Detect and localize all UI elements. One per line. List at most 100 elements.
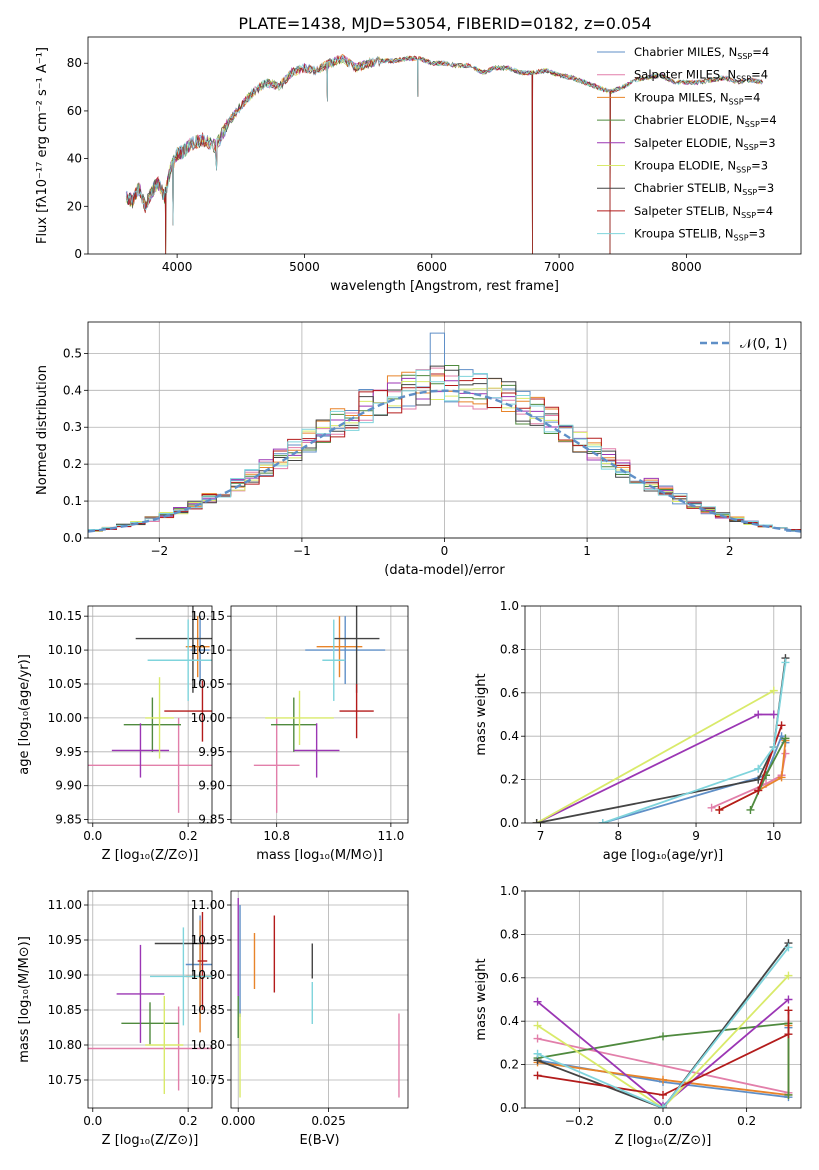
- y-tick-label: 0.0: [500, 1101, 519, 1115]
- x-axis-label: Z [log₁₀(Z/Z⊙)]: [615, 1133, 712, 1148]
- y-tick-label: 10.95: [191, 933, 225, 947]
- x-tick-label: 0.000: [221, 1114, 255, 1128]
- plot-area: [88, 908, 212, 1094]
- series-marker: [533, 1021, 542, 1030]
- y-tick-label: 9.90: [198, 779, 225, 793]
- series-marker: [784, 943, 793, 952]
- y-tick-label: 0.1: [63, 494, 82, 508]
- x-tick-label: 0: [441, 544, 449, 558]
- legend-label: Chabrier STELIB, NSSP=3: [634, 181, 774, 197]
- series-line: [602, 734, 787, 823]
- spectrum-line: [125, 53, 763, 254]
- y-tick-label: 0.2: [500, 773, 519, 787]
- series-marker: [532, 819, 541, 823]
- x-axis-label: E(B-V): [299, 1133, 339, 1148]
- series-line: [602, 662, 787, 823]
- x-axis-label: wavelength [Angstrom, rest frame]: [330, 279, 559, 294]
- y-tick-label: 9.90: [55, 779, 82, 793]
- y-tick-label: 10.10: [191, 643, 225, 657]
- x-axis-label: Z [log₁₀(Z/Z⊙)]: [102, 848, 199, 863]
- y-tick-label: 10.90: [191, 968, 225, 982]
- y-tick-label: 0.4: [500, 729, 519, 743]
- spectrum-line: [126, 55, 764, 254]
- normal-curve: [88, 389, 801, 533]
- x-tick-label: 0.2: [179, 1114, 198, 1128]
- series-marker: [769, 686, 778, 695]
- axes-frame: [230, 605, 409, 824]
- series-marker: [777, 721, 786, 730]
- y-tick-label: 10.75: [48, 1073, 82, 1087]
- y-tick-label: 9.95: [198, 745, 225, 759]
- x-tick-label: 0.0: [83, 1114, 102, 1128]
- series-line: [537, 974, 790, 1108]
- y-tick-label: 10.85: [191, 1003, 225, 1017]
- series-marker: [781, 749, 790, 758]
- series-marker: [769, 710, 778, 719]
- y-tick-label: 11.00: [48, 898, 82, 912]
- x-tick-label: 7000: [544, 260, 575, 274]
- axes-frame: [524, 605, 802, 824]
- y-tick-label: 1.0: [500, 599, 519, 613]
- axes-frame: [524, 890, 802, 1109]
- series-marker: [784, 971, 793, 980]
- legend-label: Kroupa MILES, NSSP=4: [634, 90, 760, 106]
- y-axis-label: mass weight: [474, 958, 489, 1040]
- series-marker: [746, 805, 755, 814]
- axes-frame: [87, 890, 213, 1109]
- x-tick-label: 0.0: [653, 1114, 672, 1128]
- series-marker: [781, 658, 790, 667]
- y-tick-label: 9.95: [55, 745, 82, 759]
- y-tick-label: 10.75: [191, 1073, 225, 1087]
- series-line: [537, 946, 790, 1108]
- series-marker: [754, 764, 763, 773]
- y-axis-label: mass [log₁₀(M/M⊙)]: [17, 936, 32, 1063]
- x-tick-label: 2: [726, 544, 734, 558]
- y-tick-label: 0.8: [500, 642, 519, 656]
- y-tick-label: 0.5: [63, 346, 82, 360]
- figure-title: PLATE=1438, MJD=53054, FIBERID=0182, z=0…: [238, 14, 651, 33]
- panel-age-vs-Z: 0.0 0.2 9.85 9.90 9.95 10.00 10.05 10.10 10.15 Z …: [17, 605, 213, 863]
- plot-area: [532, 654, 790, 823]
- y-tick-label: 10.15: [191, 609, 225, 623]
- y-tick-label: 80: [67, 56, 82, 70]
- y-tick-label: 10.05: [191, 677, 225, 691]
- y-axis-label: age [log₁₀(age/yr)]: [17, 654, 32, 775]
- y-tick-label: 9.85: [198, 813, 225, 827]
- x-tick-label: −2: [150, 544, 168, 558]
- histogram-step: [88, 373, 801, 531]
- y-tick-label: 60: [67, 104, 82, 118]
- series-marker: [659, 1032, 667, 1041]
- panel-residuals: −2 −1 0 1 2 0.0 0.1 0.2 0.3 0.4 0.5 (data-model)/er…: [35, 321, 802, 578]
- x-tick-label: 0.2: [179, 829, 198, 843]
- panel-age-vs-mass: 10.8 11.0 9.85 9.90 9.95 10.00 10.05 10.10 10.15…: [191, 605, 409, 863]
- legend-label: 𝒩(0, 1): [740, 337, 787, 352]
- series-marker: [754, 775, 763, 784]
- spectrum-line: [125, 55, 763, 226]
- y-tick-label: 10.80: [48, 1038, 82, 1052]
- y-tick-label: 40: [67, 152, 82, 166]
- series-marker: [533, 1049, 542, 1058]
- x-tick-label: 9: [692, 829, 700, 843]
- plot-area: [125, 53, 764, 254]
- y-tick-label: 1.0: [500, 884, 519, 898]
- series-line: [537, 942, 790, 1108]
- panel-spectrum: 4000 5000 6000 7000 8000 0 20 40 60 80 wavelength …: [35, 36, 802, 294]
- y-tick-label: 0.2: [500, 1058, 519, 1072]
- series-line: [749, 737, 787, 811]
- x-tick-label: 8000: [671, 260, 702, 274]
- x-tick-label: −0.2: [565, 1114, 594, 1128]
- plot-area: [88, 606, 212, 813]
- y-tick-label: 10.85: [48, 1003, 82, 1017]
- legend-label: Salpeter ELODIE, NSSP=3: [634, 136, 776, 152]
- series-marker: [784, 1090, 793, 1099]
- y-tick-label: 10.80: [191, 1038, 225, 1052]
- legend-label: Kroupa ELODIE, NSSP=3: [634, 159, 768, 175]
- x-tick-label: 11.0: [378, 829, 405, 843]
- y-tick-label: 20: [67, 199, 82, 213]
- y-tick-label: 0.8: [500, 927, 519, 941]
- plot-area: [237, 898, 400, 1098]
- series-line: [536, 657, 787, 823]
- axes-frame: [87, 321, 802, 539]
- series-line: [718, 725, 783, 811]
